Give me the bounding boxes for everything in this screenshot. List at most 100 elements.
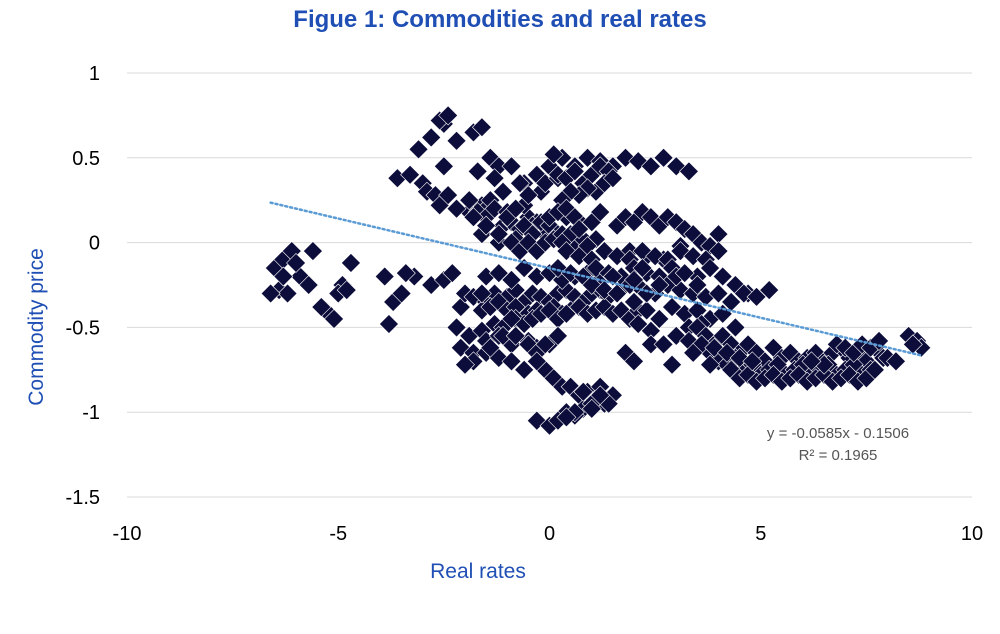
data-point [446,130,467,151]
data-point [501,308,522,329]
data-point [514,359,535,380]
data-point [455,354,475,375]
data-point [501,156,522,177]
data-point [636,300,657,321]
data-point [725,317,746,338]
data-point [535,334,556,355]
data-point [476,215,497,236]
data-point [564,161,585,182]
data-point [679,161,699,182]
data-point [336,280,357,301]
data-point [442,263,463,284]
data-point [632,258,653,278]
data-point [467,161,488,182]
data-point [590,385,611,406]
data-point [395,263,416,284]
data-point [518,185,539,206]
data-point [260,283,281,304]
data-point [687,275,708,295]
trendline-group [269,201,923,357]
data-point [556,407,577,428]
data-point [433,156,454,177]
data-point [379,314,399,334]
data-point [573,381,594,402]
y-tick-label: -0.5 [66,317,100,339]
data-point [700,354,720,375]
data-point [391,283,412,304]
data-point [277,283,298,304]
y-tick-label: -1 [82,402,100,424]
data-point [488,224,509,245]
y-tick-label: 1 [89,63,100,85]
data-point [864,359,885,380]
data-point [581,398,602,419]
y-tick-label: -1.5 [66,487,100,509]
chart-title: Figue 1: Commodities and real rates [293,6,707,33]
data-point [569,219,589,239]
y-tick-labels: 1 0.5 0 -0.5 -1 -1.5 [66,63,100,509]
data-point [624,269,644,290]
data-point [683,342,704,363]
data-point [501,351,522,372]
data-point [501,269,522,290]
data-point [556,303,577,324]
data-point [374,266,395,287]
data-point [653,334,674,355]
data-point [421,127,442,148]
data-point [286,253,306,273]
data-point [488,263,509,284]
data-point [471,283,492,304]
data-point [446,317,467,338]
data-point [510,173,530,194]
data-point [700,258,720,278]
data-point [649,308,670,329]
trendline-equation: y = -0.0585x - 0.1506 [767,425,909,442]
data-point [446,198,467,219]
data-point [721,292,742,312]
data-point [298,275,319,295]
data-point [438,185,459,206]
data-point [801,351,822,372]
data-point [341,253,361,273]
data-point [480,337,501,358]
data-point [607,283,628,304]
data-point [708,241,729,262]
data-point [590,202,611,222]
data-point [438,105,459,126]
data-point [505,198,526,219]
data-point [674,263,695,284]
data-point [543,144,564,165]
data-point [602,168,623,189]
data-point [471,117,492,138]
data-point [886,351,906,372]
data-point [400,164,420,185]
x-axis-label: Real rates [430,560,526,583]
data-point [628,314,649,334]
x-tick-labels: -10 -5 0 5 10 [113,523,984,545]
x-tick-label: 5 [755,523,766,545]
data-point [311,297,332,317]
data-points [260,105,932,436]
data-point [746,286,767,307]
data-point [302,241,323,262]
data-point [624,351,644,372]
x-tick-label: 10 [961,523,983,545]
data-point [708,283,729,304]
data-point [624,292,644,312]
x-tick-label: -5 [329,523,347,545]
trendline [269,201,923,357]
data-point [662,354,682,375]
data-point [640,156,661,177]
x-tick-label: 0 [544,523,555,545]
data-point [653,147,674,168]
data-point [505,325,526,346]
y-tick-label: 0.5 [72,148,100,170]
data-point [548,325,568,346]
data-point [463,207,484,228]
data-point [324,308,344,329]
data-point [662,297,682,317]
data-point [273,266,294,287]
y-tick-label: 0 [89,233,100,255]
data-point [484,168,505,189]
